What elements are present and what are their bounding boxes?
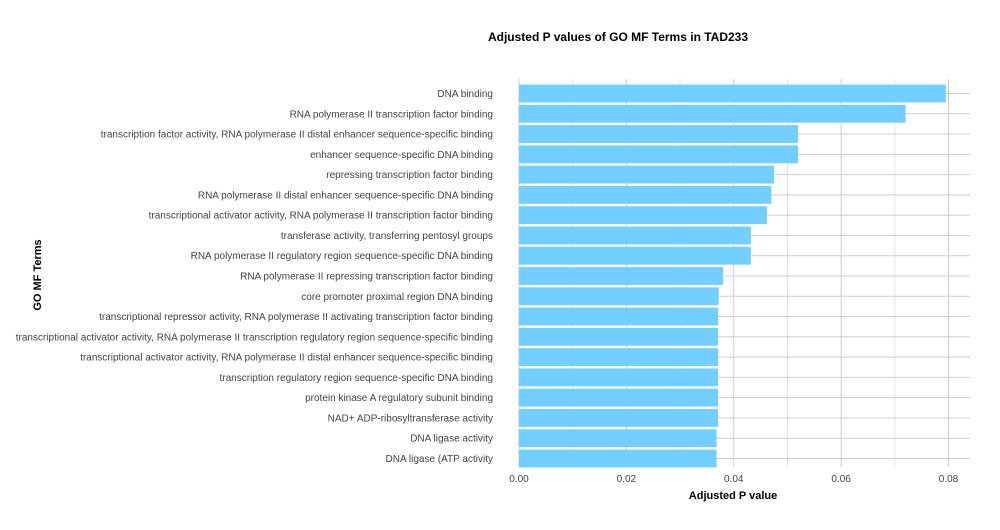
category-label: transcriptional activator activity, RNA … [80, 353, 493, 364]
bar [519, 267, 724, 285]
y-axis-title: GO MF Terms [32, 239, 44, 310]
category-label: transferase activity, transferring pento… [281, 231, 493, 242]
category-label: repressing transcription factor binding [326, 170, 493, 181]
category-label: RNA polymerase II repressing transcripti… [240, 272, 493, 283]
bar [519, 185, 772, 204]
bar [519, 246, 751, 265]
bar [519, 327, 719, 346]
category-label: RNA polymerase II distal enhancer sequen… [198, 190, 493, 201]
bar [519, 348, 719, 367]
bar [519, 307, 719, 326]
category-label: RNA polymerase II transcription factor b… [290, 109, 493, 120]
chart-title: Adjusted P values of GO MF Terms in TAD2… [488, 30, 748, 44]
bar [519, 145, 799, 164]
category-label: DNA ligase activity [410, 434, 493, 445]
x-tick-label: 0.02 [617, 474, 637, 485]
bar [519, 287, 719, 306]
x-tick-label: 0.00 [509, 474, 529, 485]
x-tick-label: 0.04 [724, 474, 744, 485]
bar [519, 125, 799, 143]
x-tick-label: 0.08 [939, 474, 959, 485]
bar [519, 368, 719, 387]
category-label: transcriptional activator activity, RNA … [149, 211, 493, 222]
category-label: RNA polymerase II regulatory region sequ… [191, 251, 493, 262]
x-axis-ticks: 0.00 0.02 0.04 0.06 0.08 [509, 474, 958, 485]
bar [519, 429, 717, 448]
bar [519, 165, 775, 184]
category-label: DNA binding [437, 89, 493, 100]
category-label: transcriptional activator activity, RNA … [16, 332, 493, 343]
x-tick-label: 0.06 [831, 474, 851, 485]
category-label: transcription regulatory region sequence… [220, 373, 493, 384]
x-axis-title: Adjusted P value [689, 490, 777, 502]
category-label: transcriptional repressor activity, RNA … [99, 312, 493, 323]
category-label: protein kinase A regulatory subunit bind… [305, 393, 493, 404]
bar [519, 449, 717, 468]
category-label: NAD+ ADP-ribosyltransferase activity [328, 413, 493, 424]
bars [519, 84, 946, 468]
bar [519, 388, 719, 407]
bar [519, 226, 751, 245]
category-label: enhancer sequence-specific DNA binding [310, 150, 493, 161]
category-label: transcription factor activity, RNA polym… [101, 130, 493, 141]
category-label: DNA ligase (ATP activity [386, 454, 493, 465]
bar [519, 206, 768, 225]
bar [519, 84, 946, 103]
bar [519, 409, 719, 427]
bar [519, 104, 906, 123]
category-label: core promoter proximal region DNA bindin… [301, 292, 493, 303]
category-labels: DNA binding RNA polymerase II transcripti… [16, 89, 493, 465]
